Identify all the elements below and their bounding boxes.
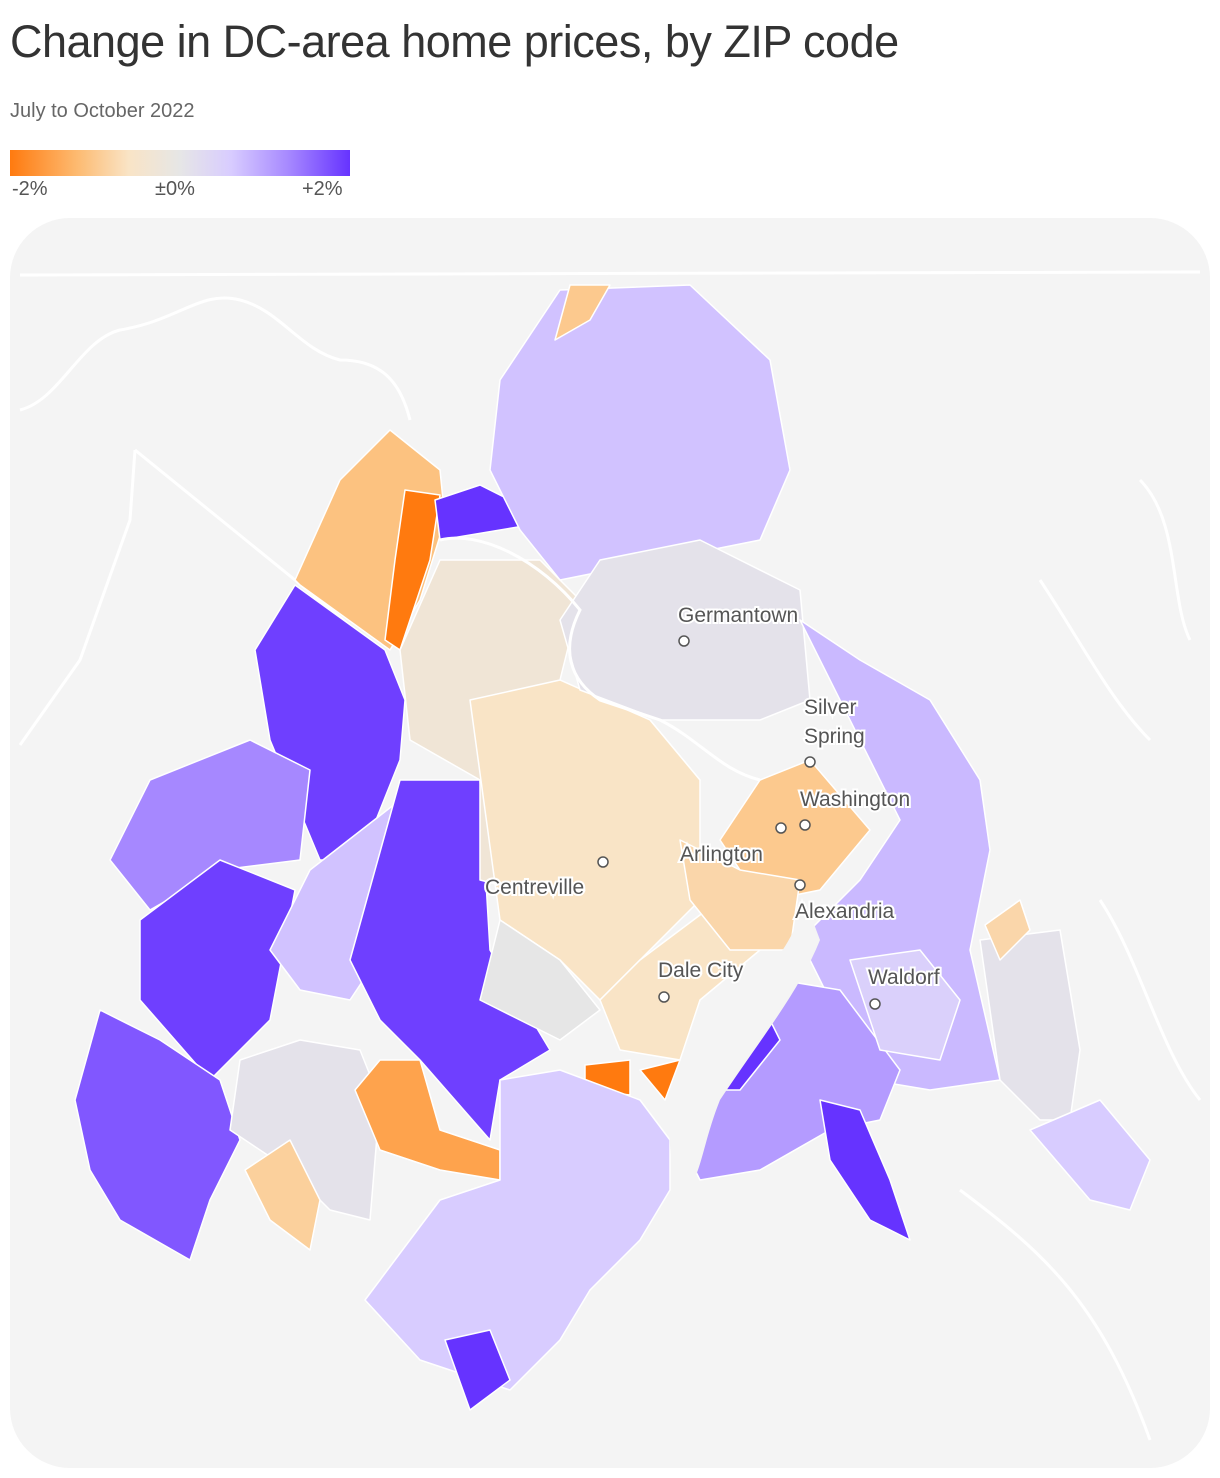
state-boundaries bbox=[18, 270, 1202, 1441]
city-label: Waldorf bbox=[868, 966, 940, 989]
zip-region bbox=[349, 779, 551, 1141]
zip-region bbox=[444, 1329, 511, 1411]
zip-regions bbox=[74, 284, 1151, 1411]
zip-region bbox=[639, 1059, 681, 1101]
zip-region bbox=[1029, 1099, 1151, 1211]
city-dot bbox=[658, 991, 670, 1003]
potomac-river-line bbox=[439, 536, 761, 782]
zip-region bbox=[139, 859, 296, 1081]
city-dot bbox=[794, 879, 806, 891]
zip-region bbox=[984, 899, 1031, 961]
city-label: Dale City bbox=[658, 959, 744, 982]
map-title: Change in DC-area home prices, by ZIP co… bbox=[10, 16, 899, 67]
city-label: Germantown bbox=[678, 604, 798, 627]
city-labels: Germantown Silver Spring Washington Arlingto… bbox=[483, 602, 942, 1010]
state-line-pa-md bbox=[19, 270, 1201, 277]
color-legend-bar bbox=[10, 150, 350, 176]
zip-region bbox=[554, 284, 611, 341]
city-label: Washington bbox=[800, 788, 910, 811]
zip-region bbox=[229, 1039, 381, 1221]
bay-shoreline bbox=[959, 478, 1202, 1441]
legend-mid-label: ±0% bbox=[155, 178, 195, 200]
zip-region bbox=[364, 1069, 671, 1391]
zip-region bbox=[799, 619, 1001, 1091]
zip-region bbox=[559, 539, 811, 721]
city-label: Arlington bbox=[680, 843, 763, 866]
city-dot bbox=[775, 822, 787, 834]
zip-region bbox=[479, 919, 601, 1041]
city-label: Alexandria bbox=[795, 900, 895, 923]
zip-region bbox=[489, 284, 791, 581]
city-dot bbox=[678, 635, 690, 647]
city-dot bbox=[597, 856, 609, 868]
zip-region bbox=[599, 899, 761, 1061]
zip-region bbox=[74, 1009, 241, 1261]
zip-region bbox=[819, 1099, 911, 1241]
legend-min-label: -2% bbox=[12, 178, 48, 200]
city-label: Centreville bbox=[485, 876, 584, 899]
city-label: Silver Spring bbox=[804, 696, 865, 748]
legend-max-label: +2% bbox=[302, 178, 343, 200]
map-subtitle: July to October 2022 bbox=[10, 100, 195, 122]
city-dot bbox=[804, 756, 816, 768]
state-line-potomac-upper bbox=[19, 296, 412, 421]
city-dot bbox=[799, 819, 811, 831]
city-dot bbox=[869, 998, 881, 1010]
zip-region bbox=[849, 949, 961, 1061]
zip-region bbox=[244, 1139, 321, 1251]
state-line-wv bbox=[18, 449, 137, 746]
potomac-river bbox=[669, 900, 820, 1190]
